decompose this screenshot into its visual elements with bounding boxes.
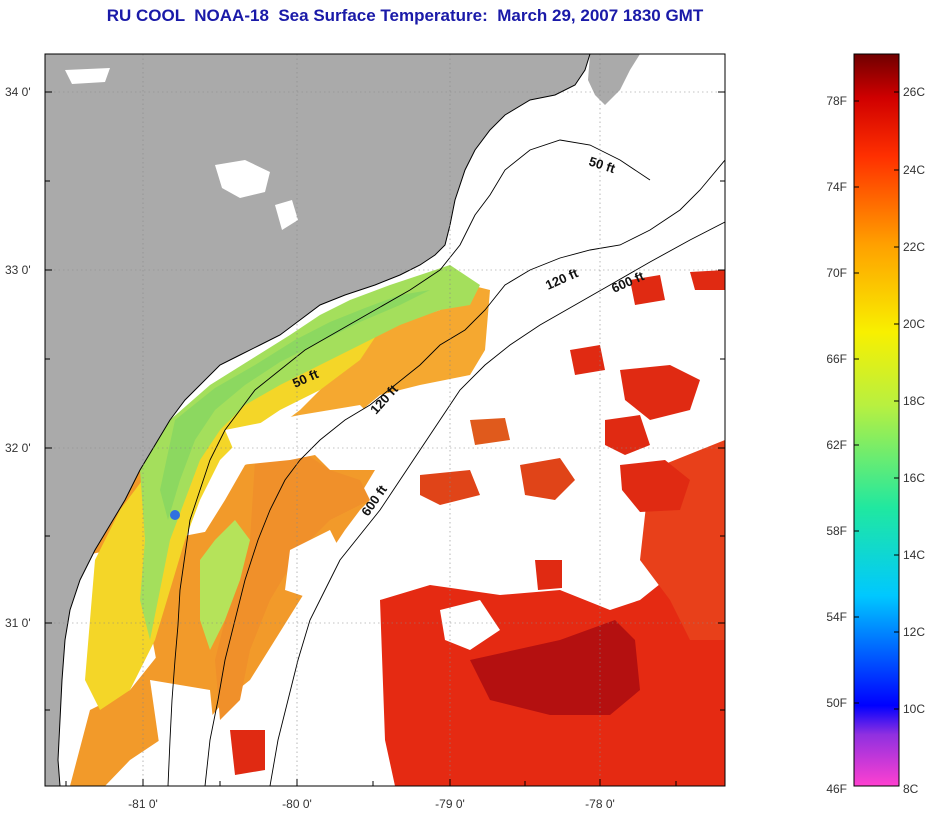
contour-50ft (167, 139, 651, 786)
map-ticks (45, 91, 725, 786)
lat-label-33: 33 0' (5, 263, 31, 277)
cb-f-70: 70F (826, 266, 847, 280)
cb-f-74: 74F (826, 180, 847, 194)
coastline (57, 54, 591, 786)
sst-green-inner (160, 290, 430, 520)
sst-cool-pocket (170, 510, 180, 520)
cb-c-18: 18C (903, 394, 925, 408)
sst-patch-7 (520, 458, 575, 500)
sst-patch-6 (690, 270, 725, 290)
lon-label-80: -80 0' (282, 797, 312, 811)
cb-f-78: 78F (826, 94, 847, 108)
land-cloud-3 (65, 68, 110, 84)
map-title: RU COOL NOAA-18 Sea Surface Temperature:… (106, 6, 704, 25)
cb-c-8: 8C (903, 782, 919, 796)
cb-f-46: 46F (826, 782, 847, 796)
land-north-sliver (588, 54, 640, 105)
sst-patch-1 (620, 365, 700, 420)
cloud-gap-1 (225, 405, 380, 465)
cb-f-66: 66F (826, 352, 847, 366)
land-cloud-1 (215, 160, 270, 198)
sst-patch-10 (630, 275, 665, 305)
sst-orange-mid (260, 285, 490, 440)
cb-c-22: 22C (903, 240, 925, 254)
sst-orange-low (215, 450, 370, 720)
contour-600ft (269, 221, 725, 786)
sst-green-band-strip (200, 520, 250, 650)
sst-patch-2 (605, 415, 650, 455)
cb-c-16: 16C (903, 471, 925, 485)
land-cloud-2 (275, 200, 298, 230)
sst-yellow-band (85, 330, 380, 710)
lat-label-34: 34 0' (5, 85, 31, 99)
cb-c-14: 14C (903, 548, 925, 562)
lon-label-78: -78 0' (585, 797, 615, 811)
cb-c-26: 26C (903, 85, 925, 99)
cb-c-20: 20C (903, 317, 925, 331)
land-mass (45, 54, 590, 786)
sst-patch-9 (230, 730, 265, 775)
sst-patch-4 (535, 560, 562, 590)
cb-f-54: 54F (826, 610, 847, 624)
lon-label-79: -79 0' (435, 797, 465, 811)
cb-f-58: 58F (826, 524, 847, 538)
lat-label-32: 32 0' (5, 441, 31, 455)
cb-c-10: 10C (903, 702, 925, 716)
map-border (44, 53, 726, 787)
lon-label-81: -81 0' (128, 797, 158, 811)
sst-patch-11 (470, 418, 510, 445)
sst-patch-5 (570, 345, 605, 375)
cb-f-50: 50F (826, 696, 847, 710)
colorbar-ticks (854, 91, 899, 710)
cloud-gap-4 (440, 600, 500, 650)
lat-label-31: 31 0' (5, 616, 31, 630)
cloud-gap-3 (285, 530, 345, 600)
cb-f-62: 62F (826, 438, 847, 452)
sst-hot-core (470, 620, 640, 715)
cloud-gap-2 (150, 680, 215, 750)
contour-120ft (204, 159, 725, 786)
sst-layer (60, 265, 725, 786)
cb-c-12: 12C (903, 625, 925, 639)
grid-lines (45, 54, 725, 786)
cb-c-24: 24C (903, 163, 925, 177)
colorbar (853, 53, 900, 787)
sst-patch-3 (620, 460, 690, 512)
